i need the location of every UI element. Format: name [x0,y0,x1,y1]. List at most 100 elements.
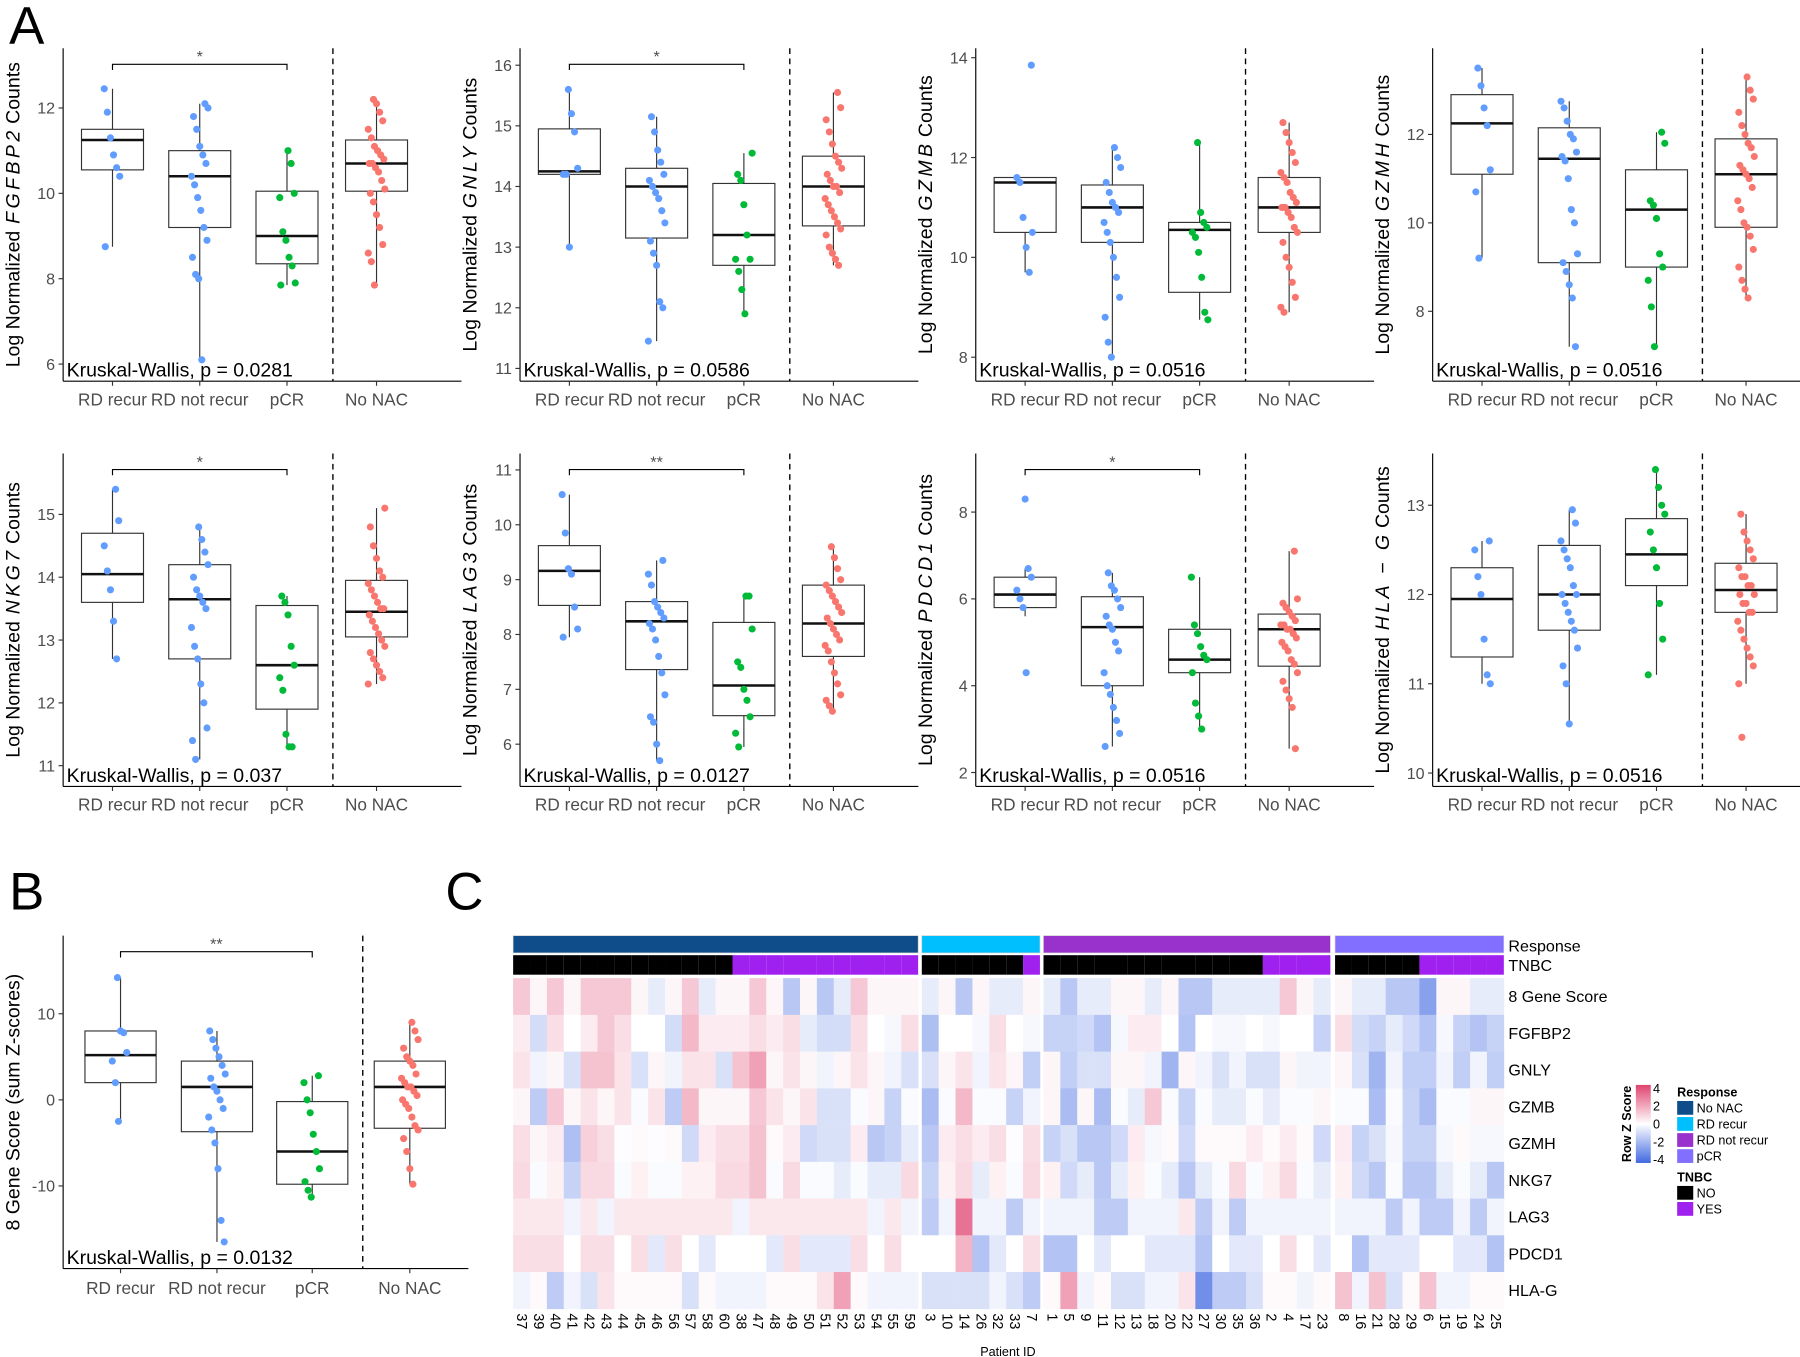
box-iqr [255,604,319,710]
data-point [1564,608,1572,616]
data-point [743,696,751,704]
data-point [290,189,298,197]
data-point [1480,635,1488,643]
data-point [366,189,374,197]
heatmap-cell [766,1088,784,1126]
data-point [830,213,839,221]
data-point [288,743,296,751]
data-point [1203,223,1211,231]
data-point [188,737,197,745]
data-point [1749,245,1757,253]
data-point [202,605,210,613]
data-point [108,1057,116,1065]
data-point [658,207,666,215]
x-tick-label: RD recur [86,1278,155,1298]
heatmap-cell [1262,1161,1281,1199]
data-point [1100,669,1108,677]
box-group-rd-not-recur [168,100,232,364]
heatmap-cell [989,1198,1007,1236]
x-tick-label: RD recur [535,795,604,815]
heatmap-cell [1436,1198,1454,1236]
data-point [574,164,582,172]
heatmap-cell [749,1272,767,1310]
y-axis-label-gene: GNLY [459,143,481,208]
heatmap: 37 39 40 41 42 43 44 45 46 56 57 58 60 38 47 48 49 50 51 52… [512,935,1608,1357]
heatmap-cell [1094,1088,1112,1126]
y-axis-label: 8 Gene Score (sum Z-scores) [3,974,25,1231]
data-point [366,649,374,657]
heatmap-cell [546,1014,565,1052]
data-point [217,1216,225,1224]
significance-stars: * [197,48,203,66]
heatmap-cell [1486,1051,1505,1089]
data-point [379,241,387,249]
heatmap-cell [1368,1014,1387,1052]
response-annotation-bar [512,935,919,954]
patient-id-label: 18 [1145,1313,1161,1329]
y-axis-label-suffix: Counts [459,78,481,140]
tnbc-annotation-cell [614,955,632,975]
box-iqr [1624,518,1689,587]
data-point [197,206,205,214]
heatmap-cell [766,978,784,1016]
heatmap-cell [1110,1014,1129,1052]
heatmap-cell [1436,1272,1454,1310]
data-point [1573,250,1582,258]
data-point [307,1193,315,1201]
heatmap-cell [1279,1088,1297,1126]
data-point [824,647,832,655]
patient-id-label: 9 [1077,1313,1093,1321]
tnbc-annotation-cell [1313,955,1331,975]
heatmap-cell [1212,1198,1230,1236]
data-point [287,642,295,650]
data-point [1746,546,1754,554]
tnbc-annotation-cell [597,955,615,975]
data-point [100,85,108,93]
heatmap-cell [1127,1125,1146,1163]
boxplot-panel-gnly: 11 12 13 14 15 16 RD recur RD not recur pCR No NA… [459,48,919,409]
data-point [655,652,663,660]
y-tick-label: 2 [959,764,968,782]
heatmap-cell [1144,1161,1162,1199]
data-point [1021,495,1029,503]
heatmap-cell [665,1235,683,1273]
patient-id-label: 5 [1060,1313,1076,1321]
data-point [198,535,206,544]
heatmap-cell [1161,978,1179,1016]
heatmap-cell [1161,1051,1179,1089]
data-point [1743,73,1751,81]
heatmap-cell [749,1235,767,1273]
data-point [1557,537,1565,545]
heatmap-cell [901,1272,919,1310]
heatmap-cell [1262,1088,1281,1126]
data-point [836,188,844,197]
heatmap-cell [732,1272,750,1310]
data-point [188,253,197,261]
heatmap-cell [648,1051,666,1089]
patient-id-label: 41 [564,1313,580,1329]
data-point [1191,233,1200,241]
box-group-rd-not-recur [625,556,689,765]
box-group-rd-not-recur [1537,97,1601,351]
patient-id-label: 39 [530,1313,546,1329]
heatmap-cell [1023,1161,1041,1199]
data-point [1567,206,1575,214]
y-tick-label: 12 [494,300,512,318]
heatmap-cell [1351,1161,1370,1199]
tnbc-annotation-cell [732,955,750,975]
data-point [646,237,654,245]
heatmap-cell [867,1235,885,1273]
legend-swatch [1677,1202,1694,1216]
data-point [823,170,831,178]
x-tick-label: pCR [295,1278,329,1298]
heatmap-cell [648,1198,666,1236]
heatmap-cell [749,978,767,1016]
data-point [112,485,120,493]
heatmap-cell [1212,1161,1230,1199]
y-axis-label-prefix: Log Normalized [915,629,937,766]
box-group-rd-recur [1450,64,1514,262]
heatmap-cell [1077,1014,1095,1052]
data-point [221,1070,229,1078]
data-point [408,1018,416,1026]
data-point [1565,281,1573,289]
